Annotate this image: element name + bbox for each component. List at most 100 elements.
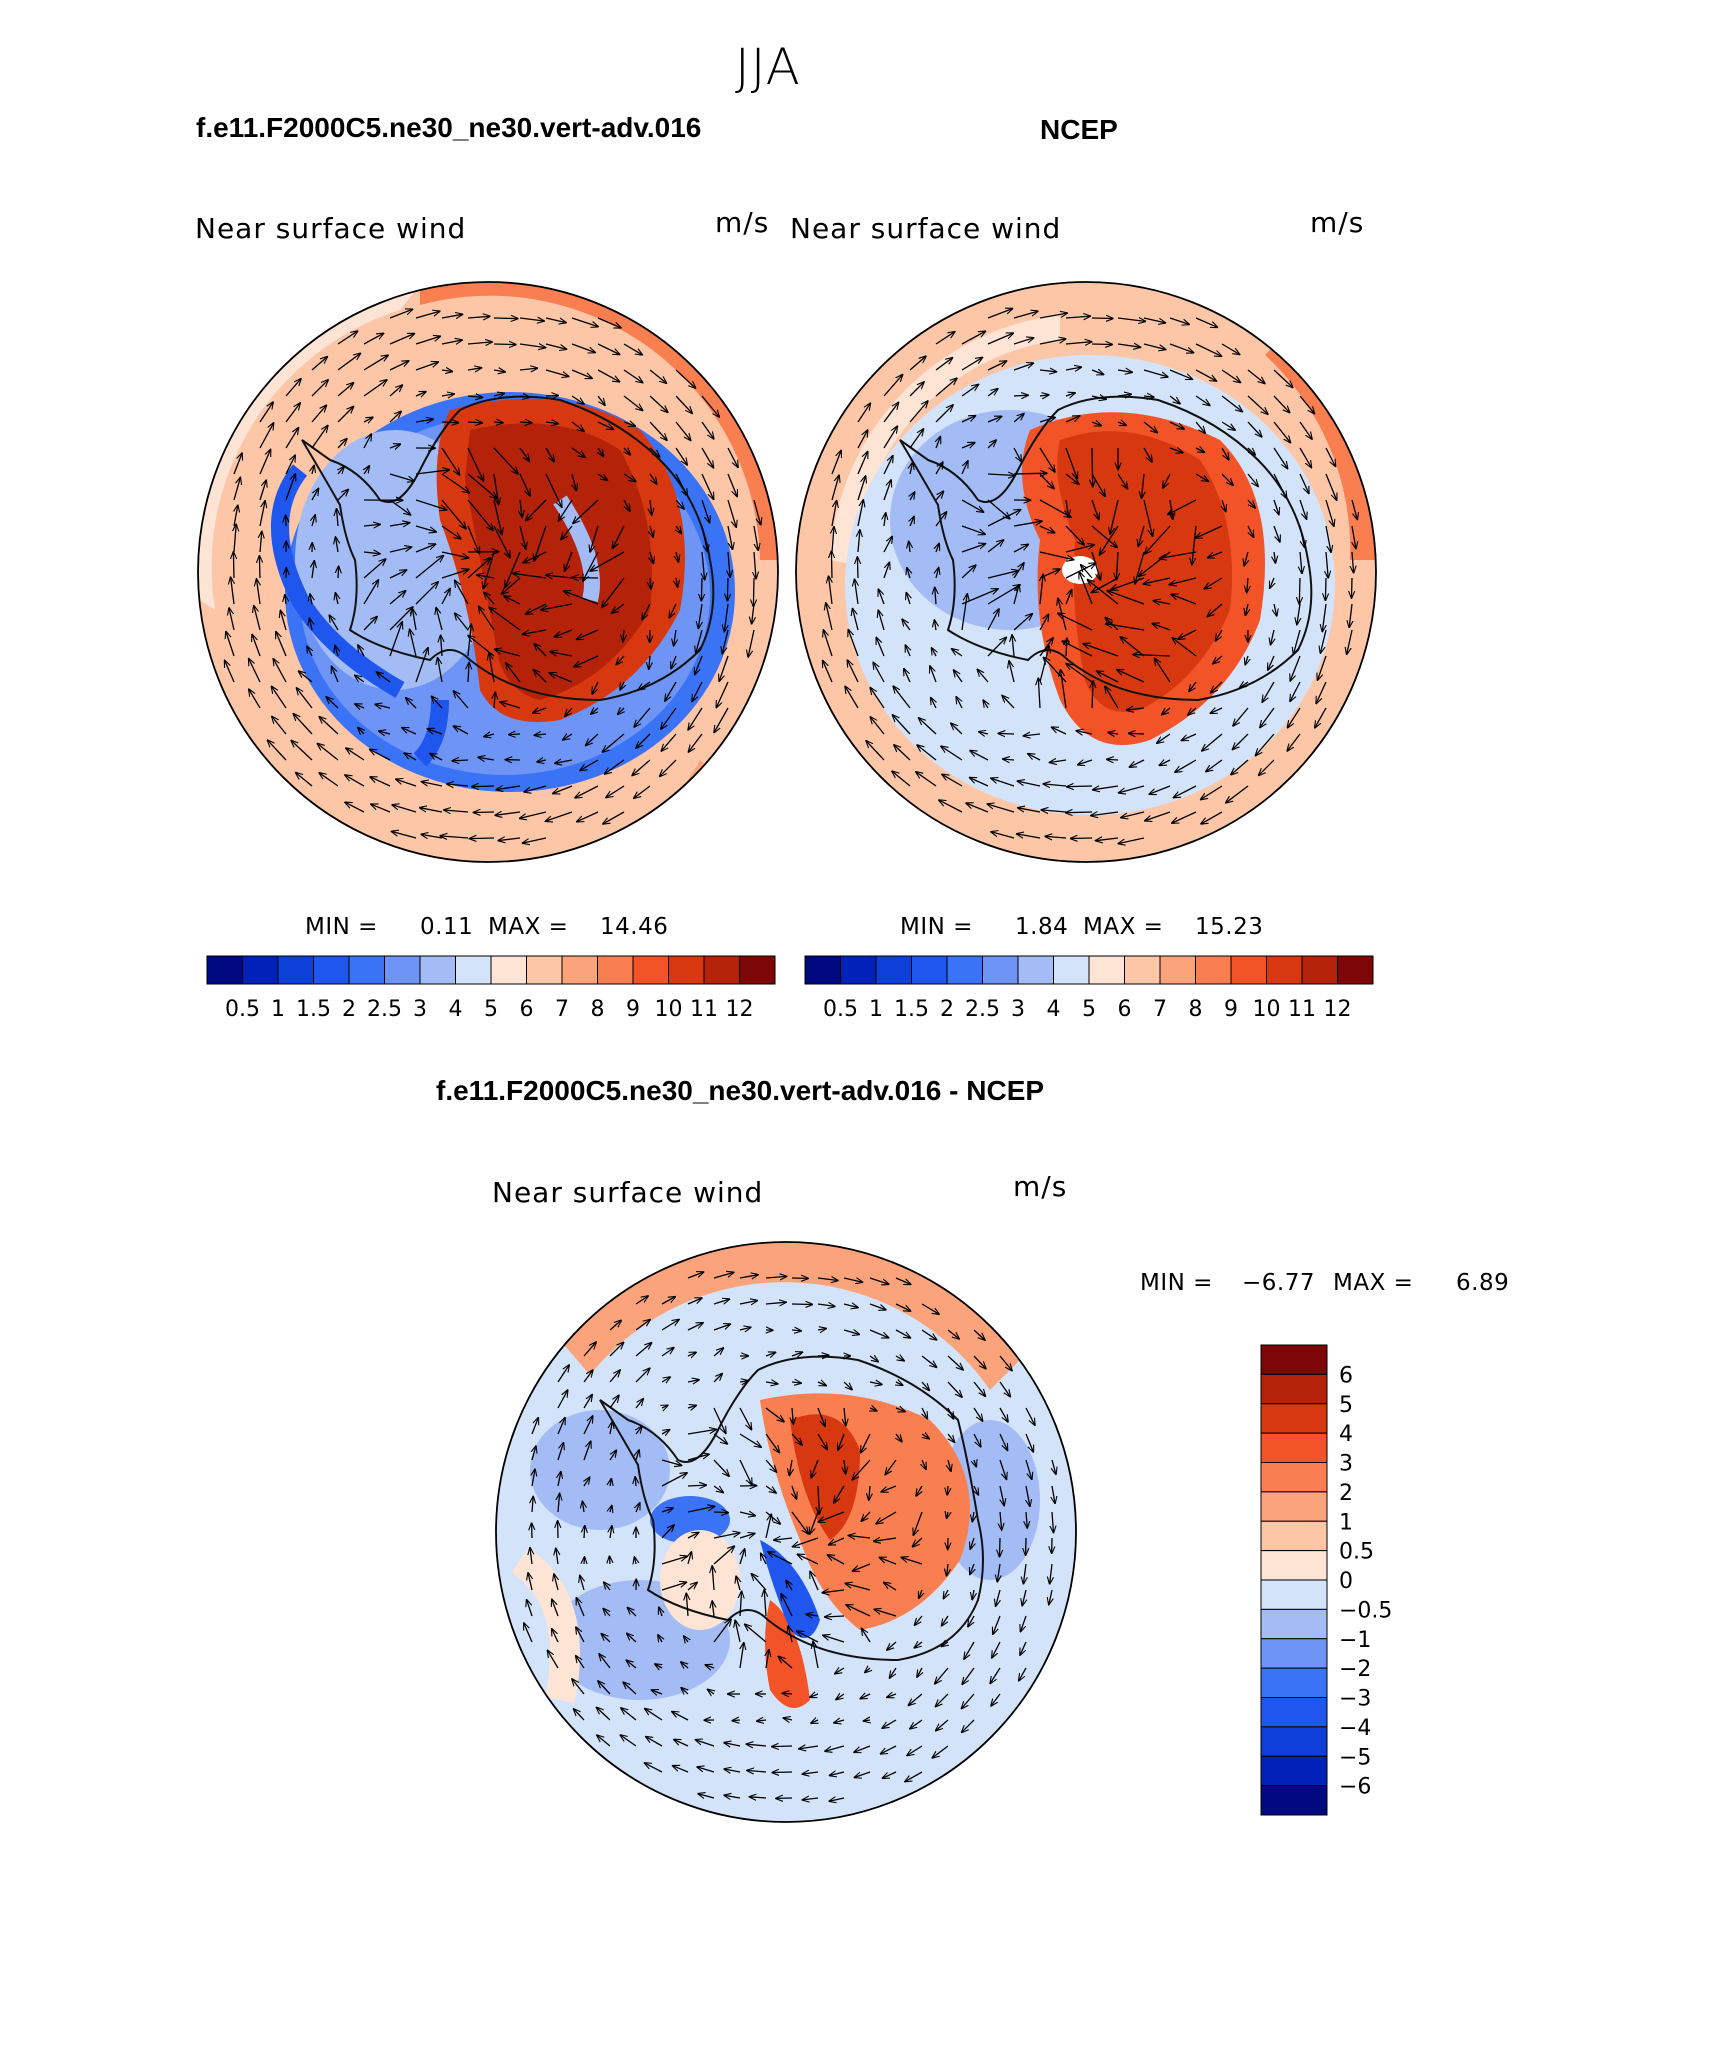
wind-vector	[370, 749, 391, 761]
colorbar-ncep-swatch	[1195, 955, 1232, 985]
wind-vector	[1021, 1615, 1027, 1632]
wind-vector	[1273, 369, 1293, 388]
wind-vector	[583, 1441, 591, 1461]
colorbar-ncep: 0.5 1 1.5 2 2.5 3 4 5 6 7 8 9 10 11 12	[804, 955, 1374, 1022]
wind-vector	[1065, 545, 1094, 553]
wind-vector	[605, 759, 625, 774]
wind-vector	[441, 551, 469, 558]
wind-vector	[910, 462, 913, 475]
wind-vector	[848, 630, 859, 657]
wind-vector	[441, 394, 454, 396]
wind-vector	[259, 556, 260, 579]
wind-vector	[799, 1746, 819, 1749]
wind-vector	[1273, 421, 1291, 443]
wind-vector	[913, 1511, 923, 1535]
wind-vector	[533, 708, 547, 713]
colorbar-difference-tick-label: −1	[1339, 1628, 1371, 1653]
wind-vector	[548, 1650, 559, 1669]
wind-vector	[1143, 447, 1152, 462]
wind-vector	[810, 1694, 819, 1697]
wind-vector	[1092, 681, 1093, 709]
wind-vector	[792, 1407, 793, 1424]
wind-vector	[577, 811, 599, 822]
wind-vector	[1127, 708, 1145, 710]
wind-vector	[1039, 447, 1055, 472]
colorbar-ncep-swatch	[1017, 955, 1054, 985]
wind-vector	[598, 1681, 611, 1695]
wind-vector	[528, 1573, 532, 1591]
wind-vector	[337, 489, 348, 501]
wind-vector	[834, 1720, 845, 1723]
wind-vector	[467, 316, 490, 318]
wind-vector	[890, 1667, 897, 1678]
wind-vector	[974, 1460, 976, 1467]
colorbar-model-swatch	[739, 955, 776, 985]
wind-vector	[557, 1443, 564, 1461]
wind-vector	[661, 1508, 673, 1512]
wind-vector	[948, 1433, 955, 1442]
wind-vector	[650, 499, 652, 515]
wind-vector	[876, 1511, 897, 1524]
wind-vector	[861, 1433, 871, 1453]
wind-vector	[1299, 499, 1307, 519]
wind-vector	[534, 734, 547, 735]
wind-vector	[519, 447, 529, 461]
wind-vector	[583, 1342, 596, 1357]
wind-vector	[961, 331, 986, 345]
wind-vector	[431, 696, 443, 709]
wind-vector	[455, 613, 469, 631]
wind-vector	[1352, 551, 1354, 573]
colorbar-model-tick-label: 11	[690, 997, 718, 1022]
wind-vector	[634, 785, 651, 798]
wind-vector	[961, 565, 976, 579]
wind-vector	[883, 537, 892, 553]
wind-vector	[991, 778, 1015, 787]
wind-vector	[947, 1512, 948, 1518]
wind-vector	[259, 501, 265, 527]
colorbar-model-tick-label: 5	[484, 997, 498, 1022]
wind-vector	[922, 1434, 929, 1439]
wind-vector	[441, 499, 466, 529]
wind-vector	[1157, 733, 1171, 743]
wind-vector	[415, 392, 426, 396]
wind-vector	[1325, 499, 1334, 526]
wind-vector	[513, 573, 547, 579]
wind-vector	[724, 603, 728, 632]
wind-vector	[574, 655, 599, 667]
wind-vector	[688, 1552, 691, 1565]
wind-vector	[477, 575, 495, 578]
wind-vector	[761, 1553, 766, 1565]
wind-vector	[740, 1549, 745, 1565]
wind-vector	[962, 1667, 975, 1684]
panel-3-variable-label: Near surface wind	[492, 1176, 764, 1209]
wind-vector	[740, 1643, 744, 1669]
wind-vector	[467, 499, 493, 530]
wind-vector	[556, 1548, 558, 1565]
panel-3-max-value: 6.89	[1456, 1270, 1510, 1296]
wind-vector	[719, 655, 729, 681]
wind-vector	[337, 353, 361, 371]
wind-vector	[392, 805, 417, 813]
wind-vector	[541, 603, 573, 610]
wind-vector	[735, 1620, 741, 1643]
wind-vector	[1028, 754, 1041, 761]
wind-vector	[1274, 551, 1276, 563]
wind-vector	[1172, 811, 1197, 823]
wind-vector	[661, 1430, 670, 1434]
wind-vector	[1248, 525, 1254, 537]
wind-vector	[893, 715, 911, 735]
colorbar-ncep-swatch	[1266, 955, 1303, 985]
wind-vector	[276, 632, 287, 657]
wind-vector	[935, 405, 953, 423]
wind-vector	[708, 1689, 714, 1694]
colorbar-difference-tick-label: 4	[1339, 1422, 1353, 1447]
wind-vector	[1049, 1589, 1052, 1605]
wind-vector	[285, 595, 286, 605]
wind-vector	[935, 1667, 949, 1684]
wind-vector	[764, 1590, 766, 1617]
wind-vector	[257, 579, 261, 605]
wind-vector	[739, 1512, 755, 1516]
wind-vector	[415, 499, 447, 510]
wind-vector	[1065, 447, 1077, 479]
wind-vector	[713, 1533, 740, 1539]
